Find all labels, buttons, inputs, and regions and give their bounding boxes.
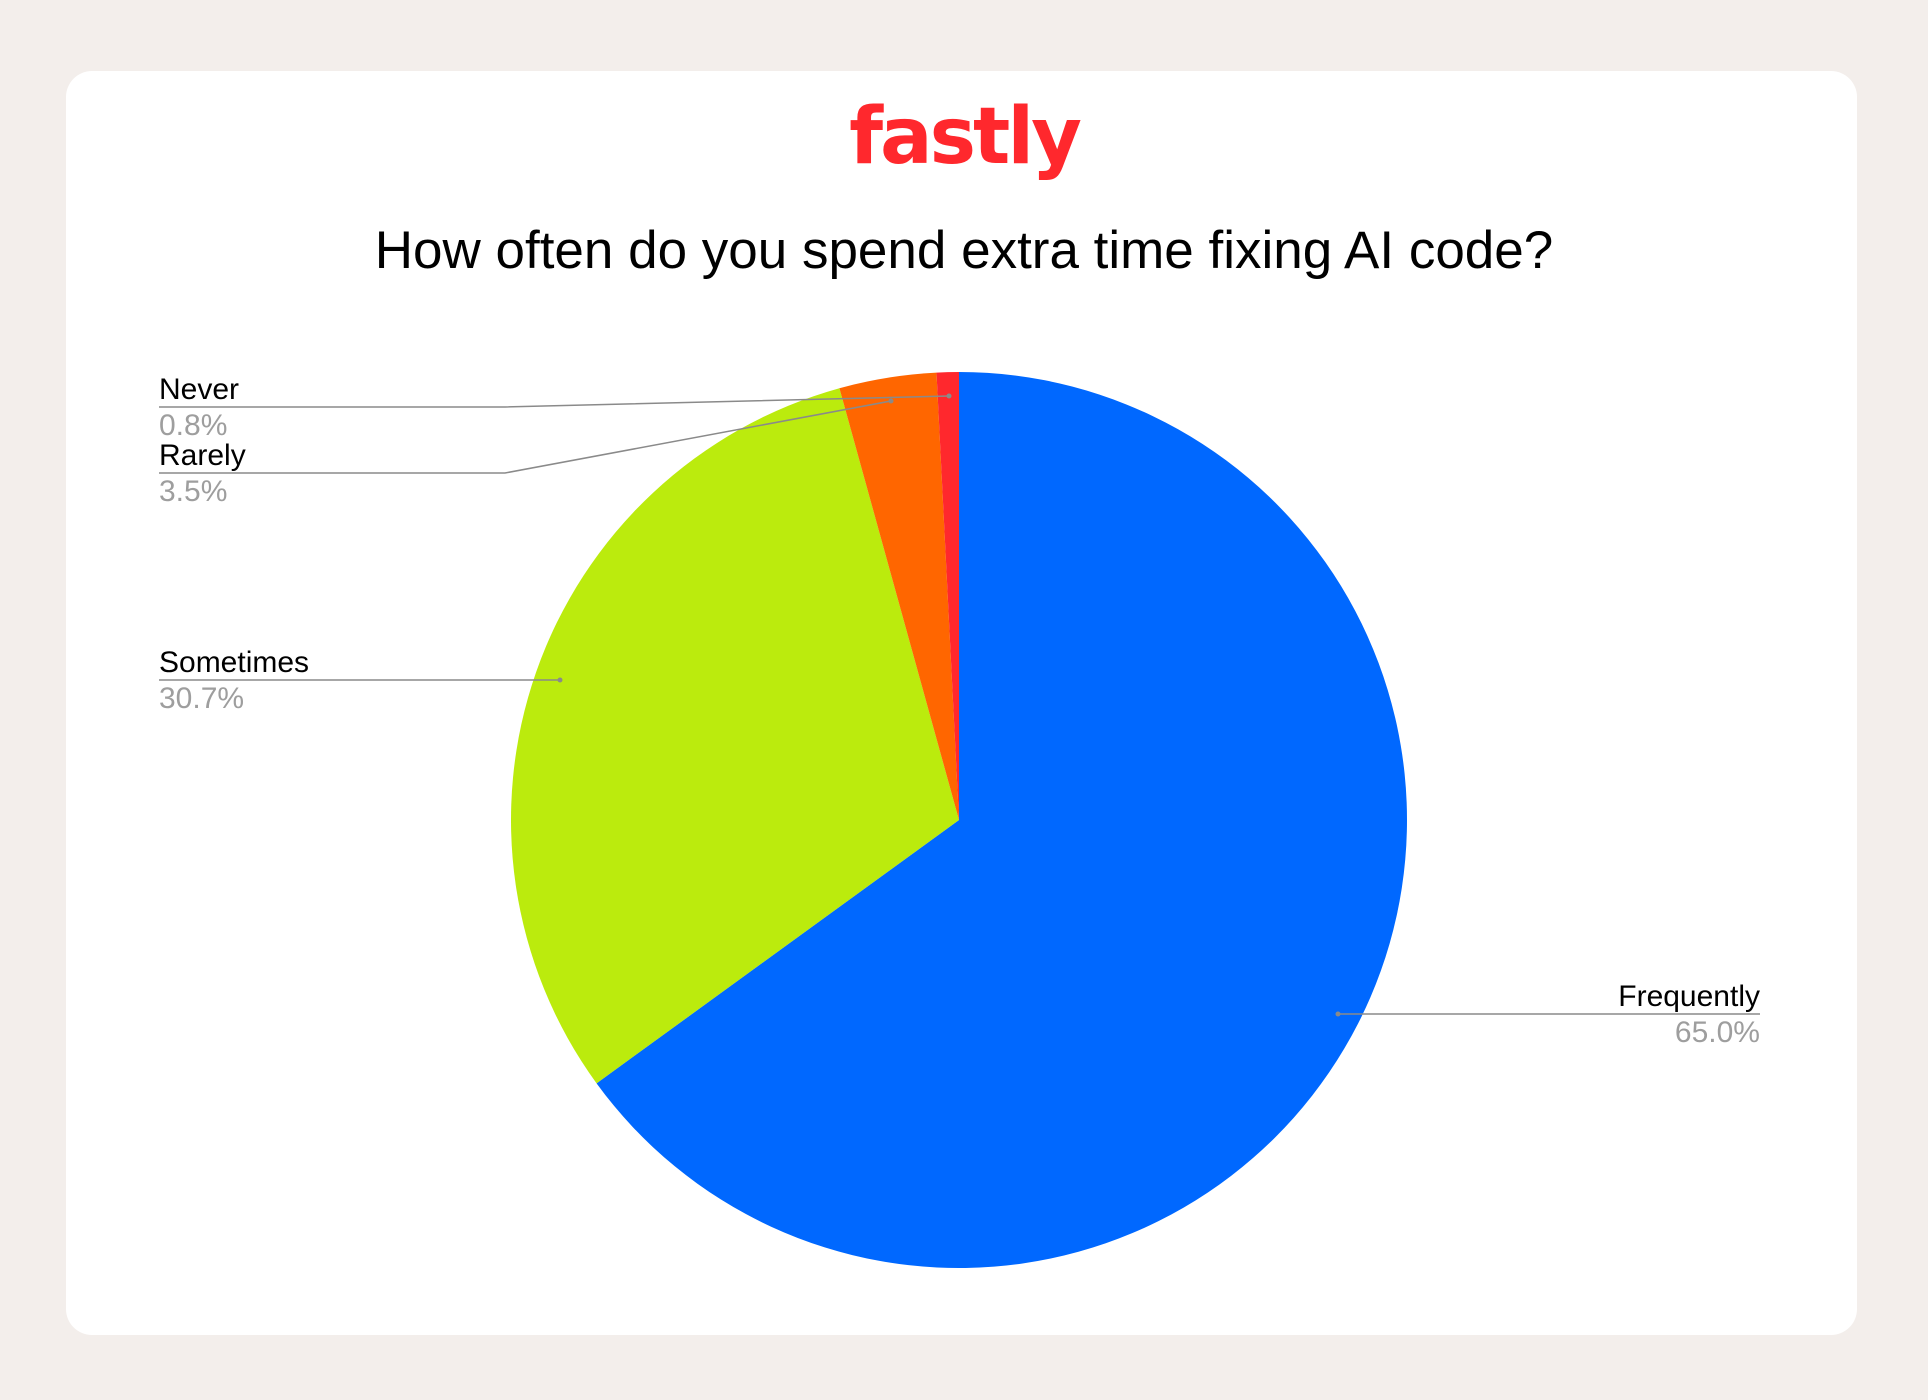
slice-value-never: 0.8% <box>159 409 227 442</box>
leader-line-rarely <box>159 400 892 474</box>
leader-dot-never <box>946 393 952 399</box>
pie-slice-rarely <box>839 372 959 820</box>
pie-slice-frequently <box>596 372 1408 1268</box>
pie-slice-never <box>936 372 959 820</box>
fastly-logo: fastly <box>849 92 1082 182</box>
chart-title: How often do you spend extra time fixing… <box>374 221 1554 280</box>
leader-dot-sometimes <box>557 677 563 683</box>
slice-label-sometimes: Sometimes <box>159 646 309 679</box>
slice-label-frequently: Frequently <box>1618 980 1760 1013</box>
pie-slice-sometimes <box>511 388 959 1084</box>
leader-line-never <box>159 395 950 408</box>
slice-value-sometimes: 30.7% <box>159 682 244 715</box>
slice-label-never: Never <box>159 373 239 406</box>
slice-value-frequently: 65.0% <box>1675 1016 1760 1049</box>
leader-dot-frequently <box>1335 1011 1341 1017</box>
slice-value-rarely: 3.5% <box>159 475 227 508</box>
slice-label-rarely: Rarely <box>159 439 246 472</box>
leader-dot-rarely <box>888 398 894 404</box>
